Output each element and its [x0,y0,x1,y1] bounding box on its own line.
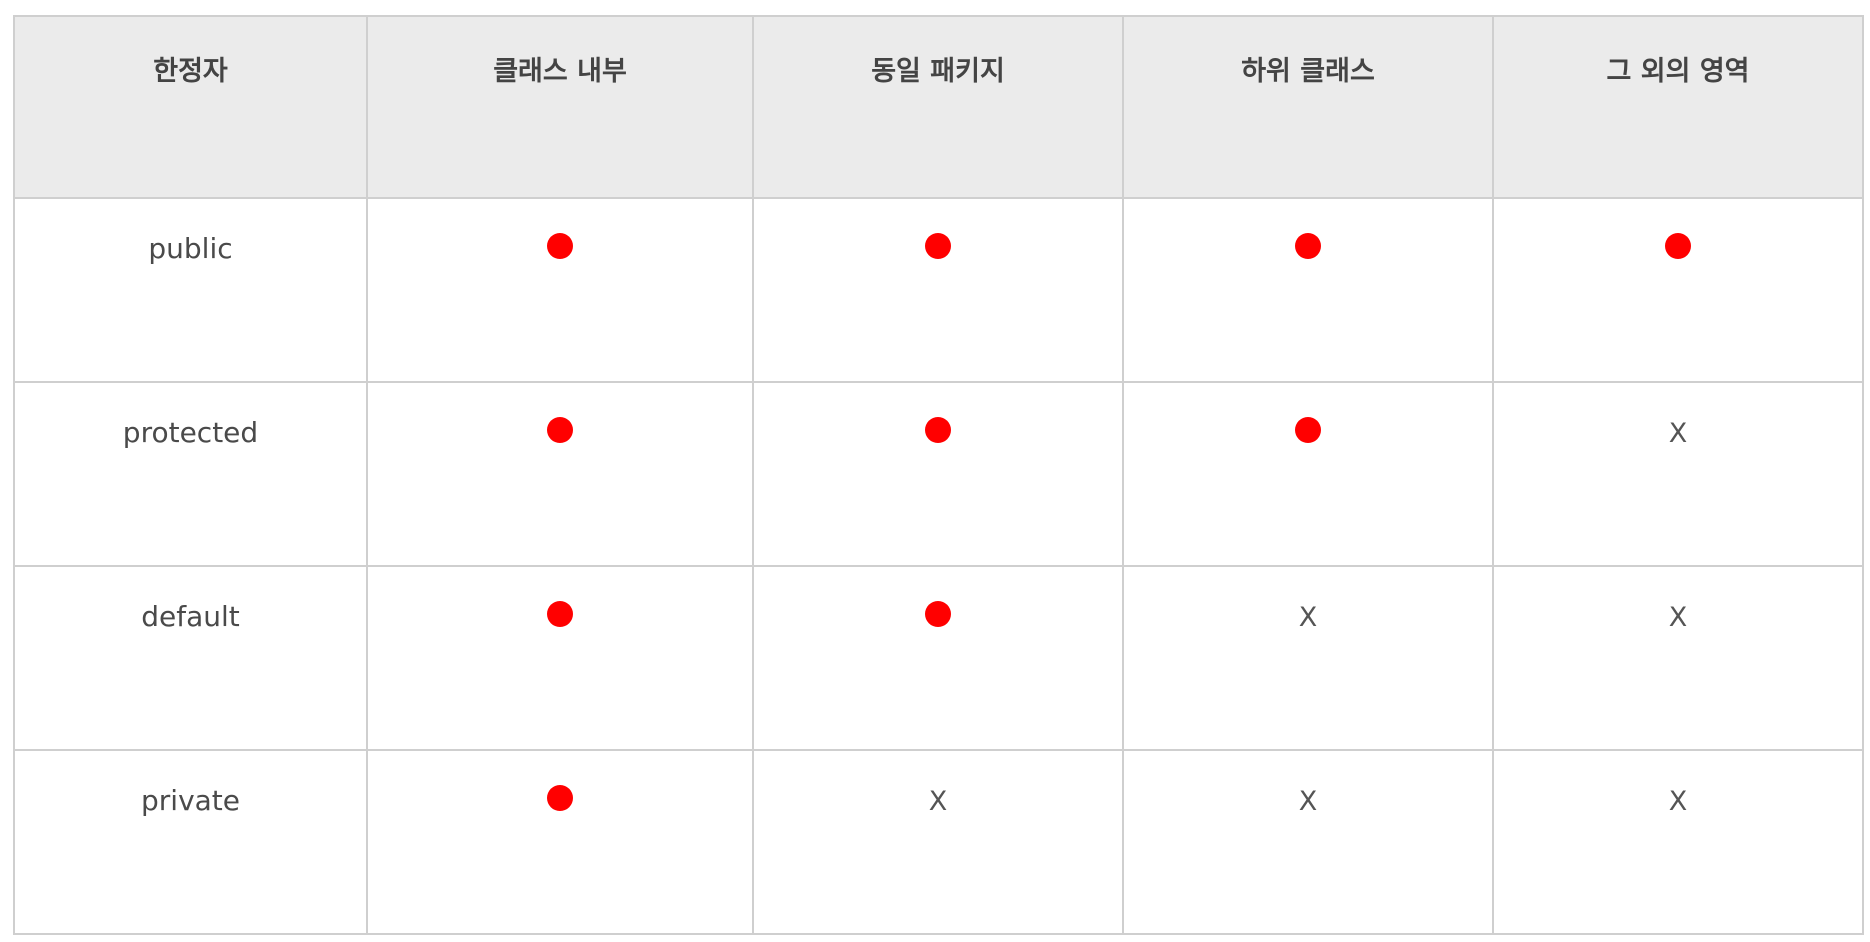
access-dot-icon [1295,417,1321,443]
access-dot-icon [547,785,573,811]
modifier-cell: private [13,749,368,935]
access-cell: X [752,749,1124,935]
access-dot-icon [925,233,951,259]
access-cell: X [1492,565,1864,751]
access-cell [1122,381,1494,567]
access-cell [752,565,1124,751]
header-class-internal: 클래스 내부 [366,15,754,199]
access-dot-icon [1295,233,1321,259]
header-modifier: 한정자 [13,15,368,199]
access-cell [1492,197,1864,383]
modifier-cell: protected [13,381,368,567]
table-row: public [13,197,1864,383]
no-access-mark: X [1298,786,1318,817]
access-dot-icon [547,601,573,627]
access-cell [366,197,754,383]
access-dot-icon [925,601,951,627]
access-modifier-table-container: 한정자 클래스 내부 동일 패키지 하위 클래스 그 외의 영역 public … [13,15,1864,935]
no-access-mark: X [1668,418,1688,449]
no-access-mark: X [928,786,948,817]
no-access-mark: X [1668,786,1688,817]
access-modifier-table: 한정자 클래스 내부 동일 패키지 하위 클래스 그 외의 영역 public … [13,15,1864,935]
access-cell [366,565,754,751]
access-cell: X [1122,749,1494,935]
access-cell [752,381,1124,567]
no-access-mark: X [1298,602,1318,633]
modifier-cell: default [13,565,368,751]
no-access-mark: X [1668,602,1688,633]
table-row: default X X [13,565,1864,751]
header-subclass: 하위 클래스 [1122,15,1494,199]
header-row: 한정자 클래스 내부 동일 패키지 하위 클래스 그 외의 영역 [13,15,1864,199]
table-row: private X X X [13,749,1864,935]
modifier-cell: public [13,197,368,383]
access-cell [1122,197,1494,383]
access-cell: X [1122,565,1494,751]
access-cell [366,381,754,567]
access-dot-icon [547,233,573,259]
access-cell [366,749,754,935]
access-cell: X [1492,749,1864,935]
access-dot-icon [925,417,951,443]
header-other-area: 그 외의 영역 [1492,15,1864,199]
access-dot-icon [1665,233,1691,259]
table-row: protected X [13,381,1864,567]
access-cell [752,197,1124,383]
access-cell: X [1492,381,1864,567]
access-dot-icon [547,417,573,443]
header-same-package: 동일 패키지 [752,15,1124,199]
